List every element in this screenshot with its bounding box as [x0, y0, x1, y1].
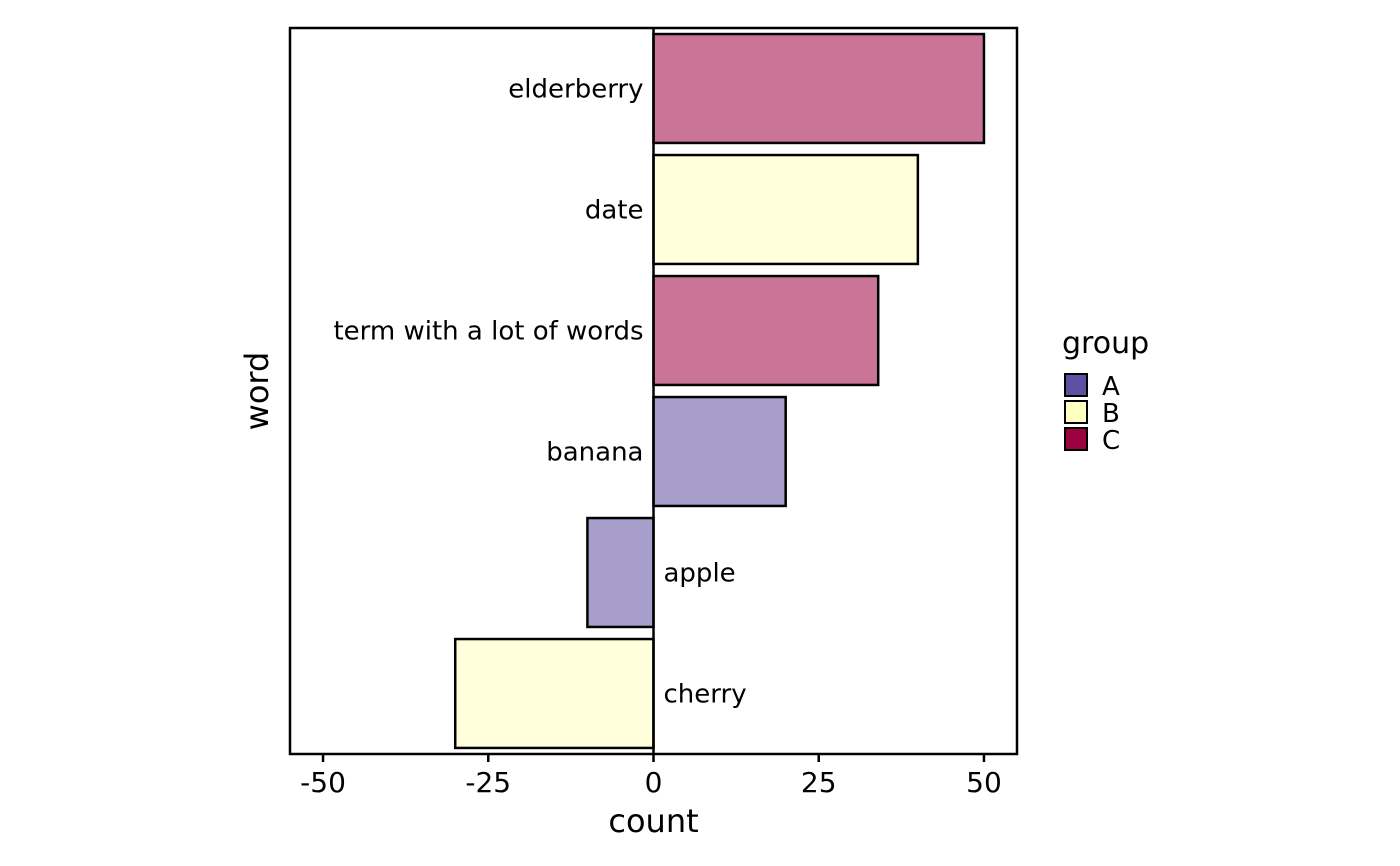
legend-key-C	[1064, 427, 1088, 451]
bar-cherry	[453, 637, 655, 750]
bar-elderberry	[652, 32, 986, 145]
legend-key-B	[1064, 400, 1088, 424]
bar-label: elderberry	[508, 75, 643, 105]
x-axis-title: count	[608, 802, 698, 840]
bars-layer	[453, 32, 986, 750]
bar-label: banana	[546, 438, 643, 468]
legend-label: C	[1102, 426, 1120, 456]
bar-banana	[652, 395, 787, 508]
x-tick-label: 0	[645, 766, 663, 799]
bar-term-with-a-lot-of-words	[652, 274, 880, 387]
legend-label: B	[1102, 399, 1120, 429]
x-tick-label: 50	[966, 766, 1002, 799]
bar-date	[652, 153, 920, 266]
bar-apple	[586, 516, 655, 629]
x-tick-label: 25	[801, 766, 837, 799]
legend-label: A	[1102, 372, 1120, 402]
x-tick-label: -50	[300, 766, 346, 799]
legend-title: group	[1062, 326, 1149, 361]
legend: group ABC	[1062, 326, 1149, 456]
y-axis-title: word	[238, 352, 276, 431]
legend-items: ABC	[1064, 372, 1120, 456]
x-tick-label: -25	[465, 766, 511, 799]
bar-label: term with a lot of words	[333, 317, 643, 347]
x-axis-ticks: -50 -25 0 25 50	[300, 754, 1002, 799]
legend-key-A	[1064, 373, 1088, 397]
bar-label: date	[585, 196, 644, 226]
bar-label: apple	[664, 559, 736, 589]
bar-labels-layer: elderberry date term with a lot of words ba…	[333, 75, 746, 710]
bar-label: cherry	[664, 680, 747, 710]
